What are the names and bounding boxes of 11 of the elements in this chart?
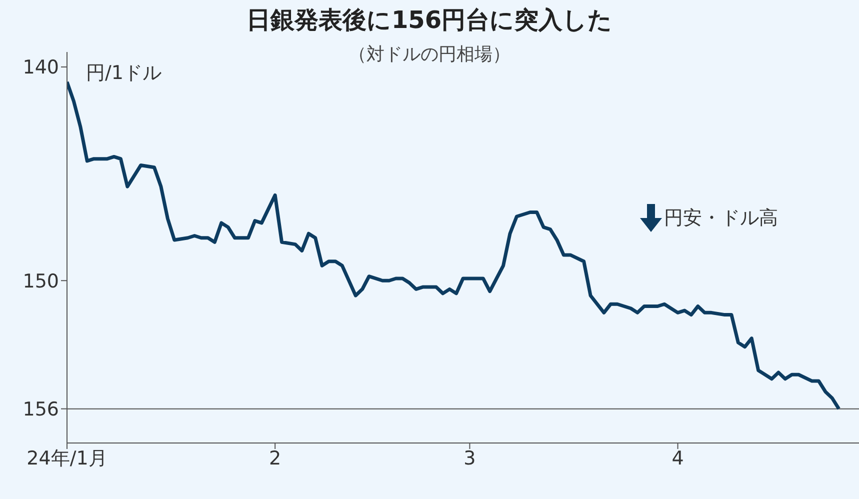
y-tick-label: 140 — [22, 56, 59, 79]
x-tick-label: 24年/1月 — [26, 447, 108, 470]
x-tick-label: 3 — [464, 447, 476, 470]
y-tick-label: 156 — [22, 398, 59, 421]
y-axis-title: 円/1ドル — [86, 61, 162, 86]
x-tick-label: 2 — [269, 447, 282, 470]
chart-subtitle: （対ドルの円相場） — [348, 44, 510, 65]
annotation: 円安・ドル高 — [664, 206, 778, 231]
y-tick-label: 150 — [22, 270, 59, 292]
x-tick-label: 4 — [672, 447, 684, 470]
chart-title: 日銀発表後に156円台に突入した — [245, 5, 614, 36]
